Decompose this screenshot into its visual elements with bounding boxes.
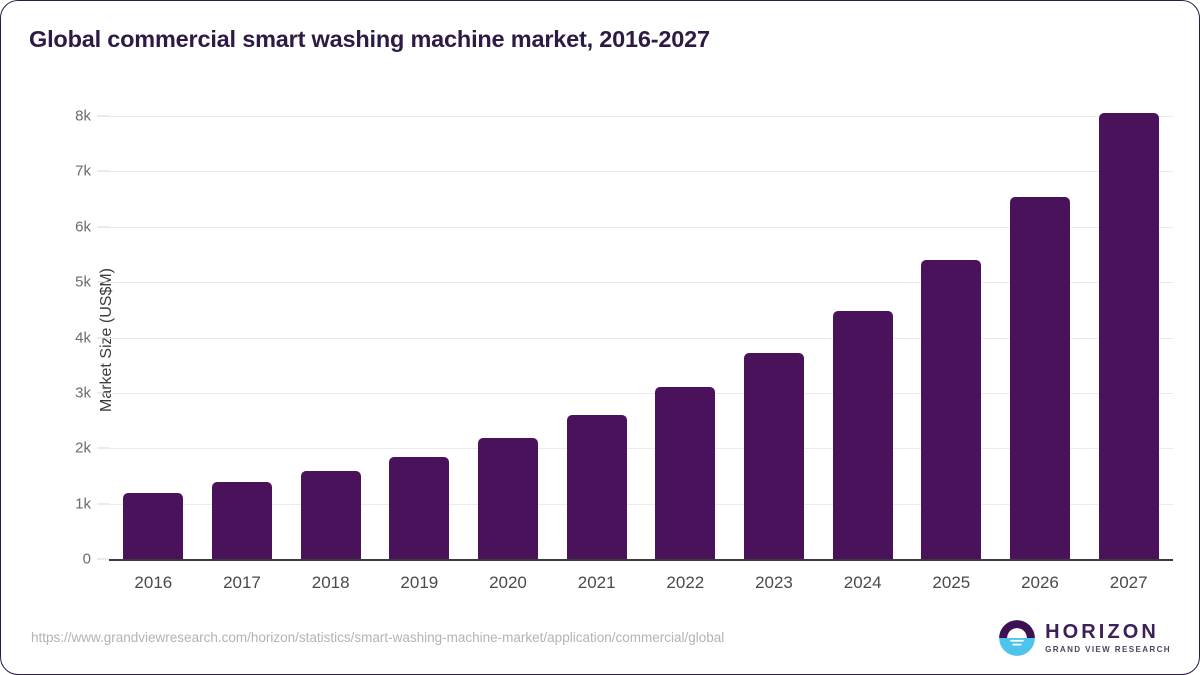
horizon-logo-icon bbox=[999, 620, 1035, 656]
y-axis-tick-mark bbox=[97, 226, 109, 228]
bar-column[interactable] bbox=[655, 106, 716, 559]
y-axis-tick-mark bbox=[97, 170, 109, 172]
y-axis-tick-label: 0 bbox=[82, 550, 91, 568]
bar-column[interactable] bbox=[212, 106, 272, 559]
horizon-logo: HORIZON GRAND VIEW RESEARCH bbox=[998, 619, 1171, 657]
x-axis-tick-label: 2022 bbox=[666, 573, 705, 592]
bar[interactable] bbox=[300, 470, 361, 559]
y-axis-tick-label: 1k bbox=[75, 495, 91, 513]
y-axis-tick-label: 5k bbox=[75, 273, 91, 291]
bar[interactable] bbox=[566, 415, 627, 559]
bar[interactable] bbox=[389, 456, 450, 559]
gridline bbox=[109, 392, 1173, 394]
y-axis-tick-label: 7k bbox=[75, 162, 91, 180]
gridline bbox=[109, 337, 1173, 339]
x-axis-tick-label: 2017 bbox=[223, 573, 261, 592]
gridline bbox=[109, 116, 1173, 117]
bar[interactable] bbox=[655, 387, 716, 559]
bar[interactable] bbox=[123, 492, 184, 559]
bar-column[interactable] bbox=[1010, 106, 1070, 559]
y-axis-tick-mark bbox=[97, 447, 109, 449]
y-axis-tick-label: 6k bbox=[75, 218, 91, 236]
bar-column[interactable] bbox=[566, 106, 627, 559]
gridline bbox=[109, 282, 1173, 284]
x-axis-tick-label: 2021 bbox=[577, 573, 616, 592]
bar[interactable] bbox=[478, 437, 538, 559]
x-axis-tick-label: 2025 bbox=[932, 573, 971, 592]
bar-column[interactable] bbox=[1098, 106, 1159, 559]
bar-column[interactable] bbox=[832, 106, 893, 559]
x-axis-tick-label: 2023 bbox=[755, 573, 793, 592]
bar-column[interactable] bbox=[389, 106, 450, 559]
bar-column[interactable] bbox=[123, 106, 184, 559]
y-axis-tick-mark bbox=[97, 281, 109, 283]
bar-series bbox=[109, 106, 1173, 559]
bar-column[interactable] bbox=[744, 106, 804, 559]
bar-column[interactable] bbox=[300, 106, 361, 559]
bar[interactable] bbox=[744, 353, 804, 559]
x-axis-tick-label: 2027 bbox=[1109, 573, 1148, 592]
x-axis-tick-label: 2018 bbox=[311, 573, 350, 592]
bar-column[interactable] bbox=[921, 106, 982, 559]
x-axis-tick-label: 2019 bbox=[400, 573, 439, 592]
gridline bbox=[109, 448, 1173, 450]
bar[interactable] bbox=[1098, 113, 1159, 559]
y-axis-tick-label: 8k bbox=[75, 107, 91, 125]
x-axis-line bbox=[109, 559, 1173, 561]
bar[interactable] bbox=[832, 310, 893, 559]
logo-wordmark: HORIZON bbox=[1045, 620, 1159, 643]
page-title: Global commercial smart washing machine … bbox=[29, 26, 710, 52]
logo-tagline: GRAND VIEW RESEARCH bbox=[1045, 644, 1171, 654]
y-axis-tick-mark bbox=[97, 337, 109, 338]
y-axis-tick-mark bbox=[97, 392, 109, 394]
gridline bbox=[109, 226, 1173, 228]
bar[interactable] bbox=[212, 482, 272, 559]
y-axis-tick-mark bbox=[97, 115, 109, 117]
horizon-logo-text: HORIZON GRAND VIEW RESEARCH bbox=[1045, 622, 1171, 654]
x-axis-tick-label: 2016 bbox=[134, 573, 173, 592]
x-axis-tick-label: 2024 bbox=[843, 573, 882, 592]
x-axis-tick-label: 2026 bbox=[1021, 573, 1059, 592]
y-axis-tick-label: 2k bbox=[75, 439, 91, 457]
bar[interactable] bbox=[921, 259, 982, 559]
gridline bbox=[109, 503, 1173, 505]
bar[interactable] bbox=[1010, 197, 1070, 559]
source-url[interactable]: https://www.grandviewresearch.com/horizo… bbox=[31, 630, 725, 645]
bar-column[interactable] bbox=[478, 106, 538, 559]
y-axis-tick-mark bbox=[97, 503, 109, 505]
y-axis-tick-label: 3k bbox=[75, 384, 91, 402]
y-axis-tick-mark bbox=[97, 558, 109, 560]
x-axis-tick-label: 2020 bbox=[489, 573, 527, 592]
y-axis-tick-label: 4k bbox=[75, 329, 91, 346]
gridline bbox=[109, 171, 1173, 173]
